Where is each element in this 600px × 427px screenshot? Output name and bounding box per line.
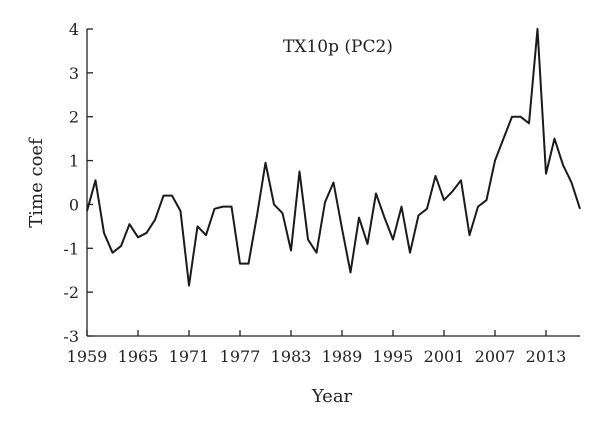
- x-tick-label: 1977: [220, 347, 261, 366]
- y-tick-label: 3: [69, 64, 79, 83]
- y-tick-label: 2: [69, 108, 79, 127]
- x-tick-label: 1959: [67, 347, 108, 366]
- plot-area: [87, 29, 580, 286]
- chart-title: TX10p (PC2): [283, 37, 393, 57]
- y-axis-title: Time coef: [26, 137, 47, 228]
- y-tick-label: 4: [69, 20, 79, 39]
- x-axis-title: Year: [311, 386, 353, 407]
- x-tick-label: 2013: [526, 347, 567, 366]
- y-tick-label: 1: [69, 152, 79, 171]
- y-tick-label: -1: [63, 239, 79, 258]
- y-tick-label: -2: [63, 283, 79, 302]
- x-tick-label: 1983: [271, 347, 312, 366]
- x-tick-label: 1965: [118, 347, 159, 366]
- x-tick-label: 2007: [475, 347, 516, 366]
- y-tick-label: -3: [63, 327, 79, 346]
- y-tick-label: 0: [69, 195, 79, 214]
- x-tick-label: 2001: [424, 347, 465, 366]
- series-line: [87, 29, 580, 286]
- x-tick-label: 1971: [169, 347, 210, 366]
- x-tick-label: 1989: [322, 347, 363, 366]
- x-tick-label: 1995: [373, 347, 414, 366]
